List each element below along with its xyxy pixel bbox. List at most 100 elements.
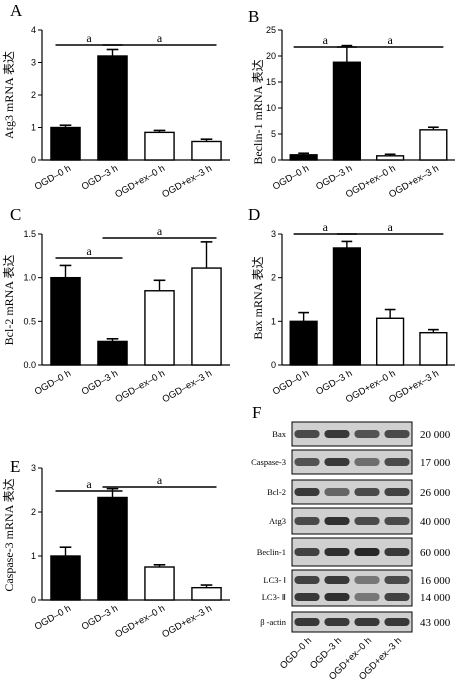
y-tick-label: 1.0 [23, 273, 36, 283]
category-label: OGD+ex–3 h [160, 163, 214, 200]
bar [289, 320, 318, 366]
blot-band [324, 593, 350, 601]
bar [376, 155, 405, 161]
blot-row-label: Atg3 [269, 516, 286, 526]
bar [332, 61, 361, 161]
lane-label: OGD–0 h [278, 635, 314, 671]
blot-band [354, 458, 380, 466]
blot-row-label: LC3- Ⅰ [263, 575, 286, 585]
y-tick-label: 10 [266, 103, 276, 113]
blot-band [384, 488, 410, 496]
y-tick-label: 3 [31, 58, 36, 68]
category-label: OGD–3 h [80, 603, 120, 633]
bar [144, 290, 175, 366]
blot-band [354, 517, 380, 525]
blot-band [384, 593, 410, 601]
y-tick-label: 1 [31, 123, 36, 133]
blot-band [354, 618, 380, 626]
blot-band [324, 576, 350, 584]
y-tick-label: 0.0 [23, 360, 36, 370]
category-label: OGD–3 h [80, 368, 120, 398]
blot-band [294, 430, 320, 438]
category-label: OGD–0 h [33, 603, 73, 633]
blot-band [384, 576, 410, 584]
category-label: OGD–ex–3 h [160, 368, 214, 405]
y-tick-label: 0 [271, 360, 276, 370]
blot-band [294, 548, 320, 556]
significance-label: a [86, 477, 92, 491]
blot-band [324, 488, 350, 496]
panel-a: A Atg3 mRNA 表达 0 1 2 3 4 OGD–0 h OGD–3 hOGD+ex–0… [2, 1, 230, 200]
bar [144, 131, 175, 161]
blot-band [354, 576, 380, 584]
panel-letter: D [248, 205, 260, 224]
blot-band [294, 488, 320, 496]
bar [191, 586, 222, 601]
y-tick-label: 2 [271, 273, 276, 283]
y-tick-label: 2 [31, 507, 36, 517]
y-axis-label: Beclin-1 mRNA 表达 [251, 59, 265, 164]
significance-label: a [86, 244, 92, 258]
bar [144, 566, 175, 601]
blot-row-label: Beclin-1 [257, 547, 286, 557]
category-label: OGD–3 h [80, 163, 120, 193]
bar [50, 126, 81, 161]
bar [97, 55, 128, 161]
category-label: OGD+ex–3 h [160, 603, 214, 640]
y-tick-label: 3 [31, 463, 36, 473]
panel-letter: A [10, 1, 23, 20]
blot-band [324, 458, 350, 466]
panel-letter: B [248, 7, 259, 26]
y-tick-label: 0 [31, 595, 36, 605]
category-label: OGD–ex–0 h [113, 368, 167, 405]
blot-band [324, 618, 350, 626]
bar [191, 267, 222, 366]
bar [289, 154, 318, 161]
significance-label: a [323, 220, 329, 234]
category-label: OGD+ex–0 h [113, 603, 167, 640]
bar [97, 340, 128, 366]
y-axis-label: Caspase-3 mRNA 表达 [2, 478, 16, 591]
blot-row-label: Bax [272, 429, 286, 439]
significance-label: a [387, 33, 393, 47]
molecular-weight-label: 20 000 [420, 429, 451, 441]
significance-label: a [86, 31, 92, 45]
y-axis-label: Atg3 mRNA 表达 [2, 51, 16, 139]
category-label: OGD–0 h [271, 368, 311, 398]
blot-row-label: β -actin [260, 617, 287, 627]
bar [419, 129, 448, 161]
molecular-weight-label: 14 000 [420, 592, 451, 604]
y-tick-label: 4 [31, 25, 36, 35]
blot-band [324, 548, 350, 556]
y-tick-label: 3 [271, 229, 276, 239]
blot-band [354, 488, 380, 496]
significance-label: a [157, 224, 163, 238]
bar [332, 247, 361, 366]
y-tick-label: 1.5 [23, 229, 36, 239]
blot-band [384, 548, 410, 556]
y-tick-label: 0.5 [23, 316, 36, 326]
panel-letter: F [252, 403, 261, 422]
bar [376, 317, 405, 366]
y-tick-label: 1 [31, 551, 36, 561]
y-tick-label: 15 [266, 77, 276, 87]
molecular-weight-label: 60 000 [420, 547, 451, 559]
blot-band [324, 517, 350, 525]
significance-label: a [157, 473, 163, 487]
blot-row-label: LC3- Ⅱ [262, 592, 286, 602]
bar [191, 140, 222, 161]
y-tick-label: 0 [271, 155, 276, 165]
blot-band [384, 430, 410, 438]
y-tick-label: 25 [266, 25, 276, 35]
blot-band [324, 430, 350, 438]
blot-band [294, 576, 320, 584]
molecular-weight-label: 26 000 [420, 487, 451, 499]
bar [50, 555, 81, 601]
molecular-weight-label: 40 000 [420, 516, 451, 528]
blot-band [354, 548, 380, 556]
blot-band [294, 618, 320, 626]
